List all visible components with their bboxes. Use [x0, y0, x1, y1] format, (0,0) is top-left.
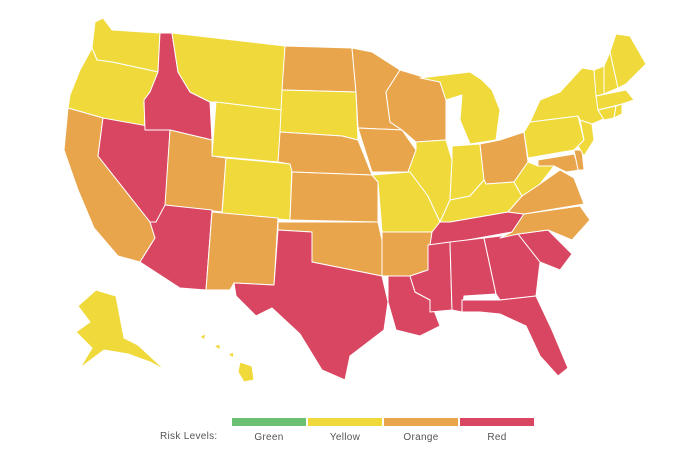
state-wy[interactable] — [211, 101, 283, 163]
legend-title: Risk Levels: — [160, 431, 218, 442]
legend-item-red: Red — [460, 418, 534, 443]
state-tx[interactable] — [233, 229, 389, 381]
state-il[interactable] — [407, 139, 453, 223]
state-ks[interactable] — [289, 171, 379, 223]
state-md[interactable] — [537, 153, 581, 173]
legend-label-orange: Orange — [403, 432, 439, 443]
state-co[interactable] — [221, 157, 293, 221]
state-ar[interactable] — [381, 231, 433, 277]
state-vt[interactable] — [593, 65, 605, 97]
legend-item-orange: Orange — [384, 418, 458, 443]
us-risk-map — [63, 17, 647, 383]
legend-swatch-yellow — [308, 418, 382, 426]
state-ma[interactable] — [595, 89, 635, 111]
legend-label-green: Green — [254, 432, 284, 443]
legend-label-red: Red — [487, 432, 507, 443]
state-de[interactable] — [573, 149, 585, 171]
state-mi[interactable] — [419, 71, 501, 145]
state-ak[interactable] — [75, 289, 166, 371]
state-me[interactable] — [609, 33, 647, 89]
legend-swatch-green — [232, 418, 306, 426]
state-fl[interactable] — [461, 295, 569, 377]
risk-legend: Risk Levels: Green Yellow Orange Red — [160, 418, 560, 458]
legend-swatch-red — [460, 418, 534, 426]
state-nd[interactable] — [281, 45, 357, 93]
legend-label-yellow: Yellow — [329, 432, 361, 443]
state-hi[interactable] — [199, 333, 255, 383]
legend-item-green: Green — [232, 418, 306, 443]
legend-item-yellow: Yellow — [308, 418, 382, 443]
legend-swatch-orange — [384, 418, 458, 426]
state-nm[interactable] — [205, 211, 279, 291]
